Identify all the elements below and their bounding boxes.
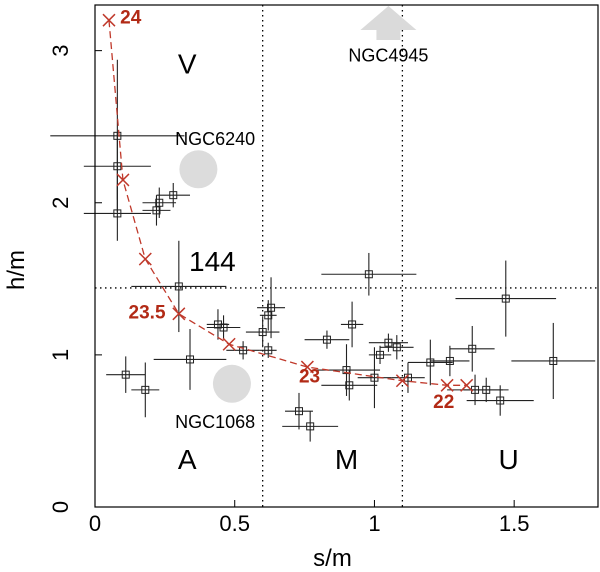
data-point-square bbox=[348, 320, 357, 329]
track-cross-marker bbox=[172, 307, 186, 321]
object-label: NGC6240 bbox=[175, 129, 255, 149]
data-point-square bbox=[121, 370, 130, 379]
data-point-square bbox=[239, 346, 248, 355]
x-tick-label: 1 bbox=[368, 511, 380, 536]
data-point-square bbox=[306, 422, 315, 431]
track-cross-marker bbox=[138, 252, 152, 266]
plot-frame bbox=[94, 4, 599, 508]
data-point-square bbox=[113, 209, 122, 218]
data-point-square bbox=[345, 381, 354, 390]
data-point-square bbox=[482, 385, 491, 394]
data-point-square bbox=[384, 338, 393, 347]
data-point-square bbox=[264, 311, 273, 320]
track-cross-marker bbox=[102, 13, 116, 27]
data-layer bbox=[50, 59, 596, 442]
arrow-label: NGC4945 bbox=[348, 45, 428, 65]
object-label: NGC1068 bbox=[175, 412, 255, 432]
data-point-square bbox=[141, 385, 150, 394]
gray-disk-marker bbox=[179, 150, 218, 189]
background-layer bbox=[95, 5, 598, 507]
hline-label: 144 bbox=[189, 246, 236, 277]
track-cross-marker bbox=[116, 173, 130, 187]
y-axis-label: h/m bbox=[3, 250, 30, 290]
gray-disk-marker bbox=[212, 364, 251, 403]
y-tick-label: 2 bbox=[48, 197, 73, 209]
data-point-square bbox=[258, 328, 267, 337]
data-point-square bbox=[342, 366, 351, 375]
track-label: 24 bbox=[120, 7, 142, 28]
data-point-square bbox=[376, 350, 385, 359]
data-point-square bbox=[267, 303, 276, 312]
data-point-square bbox=[468, 344, 477, 353]
data-point-square bbox=[294, 407, 303, 416]
data-point-square bbox=[219, 323, 228, 332]
x-tick-label: 0 bbox=[89, 511, 101, 536]
upward-arrow-icon bbox=[360, 6, 417, 40]
track-cross-marker bbox=[300, 360, 314, 374]
y-tick-label: 3 bbox=[48, 45, 73, 57]
data-point-square bbox=[174, 282, 183, 291]
data-point-square bbox=[445, 356, 454, 365]
x-axis-label: s/m bbox=[313, 545, 352, 572]
track-label: 22 bbox=[433, 392, 454, 413]
data-point-square bbox=[155, 198, 164, 207]
track-cross-marker bbox=[395, 374, 409, 388]
region-label: V bbox=[178, 48, 197, 79]
data-point-square bbox=[322, 335, 331, 344]
data-point-square bbox=[113, 162, 122, 171]
data-point-square bbox=[496, 396, 505, 405]
track-cross-marker bbox=[460, 378, 474, 392]
track-layer bbox=[102, 13, 474, 392]
data-point-square bbox=[392, 343, 401, 352]
data-point-square bbox=[364, 270, 373, 279]
text-layer: 24 23.5 23 22 V A M U 144 NGC6240 NGC1068 NGC4945 bbox=[120, 7, 519, 475]
y-tick-label: 1 bbox=[48, 349, 73, 361]
data-point-square bbox=[426, 358, 435, 367]
x-tick-label: 1.5 bbox=[499, 511, 530, 536]
data-point-square bbox=[501, 294, 510, 303]
data-point-square bbox=[549, 356, 558, 365]
track-label: 23 bbox=[299, 366, 320, 387]
x-tick-label: 0.5 bbox=[219, 511, 250, 536]
data-point-square bbox=[169, 191, 178, 200]
data-point-square bbox=[186, 355, 195, 364]
y-tick-label: 0 bbox=[48, 501, 73, 513]
track-cross-marker bbox=[222, 337, 236, 351]
region-label: U bbox=[498, 444, 518, 475]
data-point-square bbox=[264, 346, 273, 355]
region-label: A bbox=[178, 444, 197, 475]
region-label: M bbox=[335, 444, 358, 475]
data-point-square bbox=[152, 206, 161, 215]
track-cross-marker bbox=[440, 378, 454, 392]
track-label: 23.5 bbox=[129, 302, 166, 323]
